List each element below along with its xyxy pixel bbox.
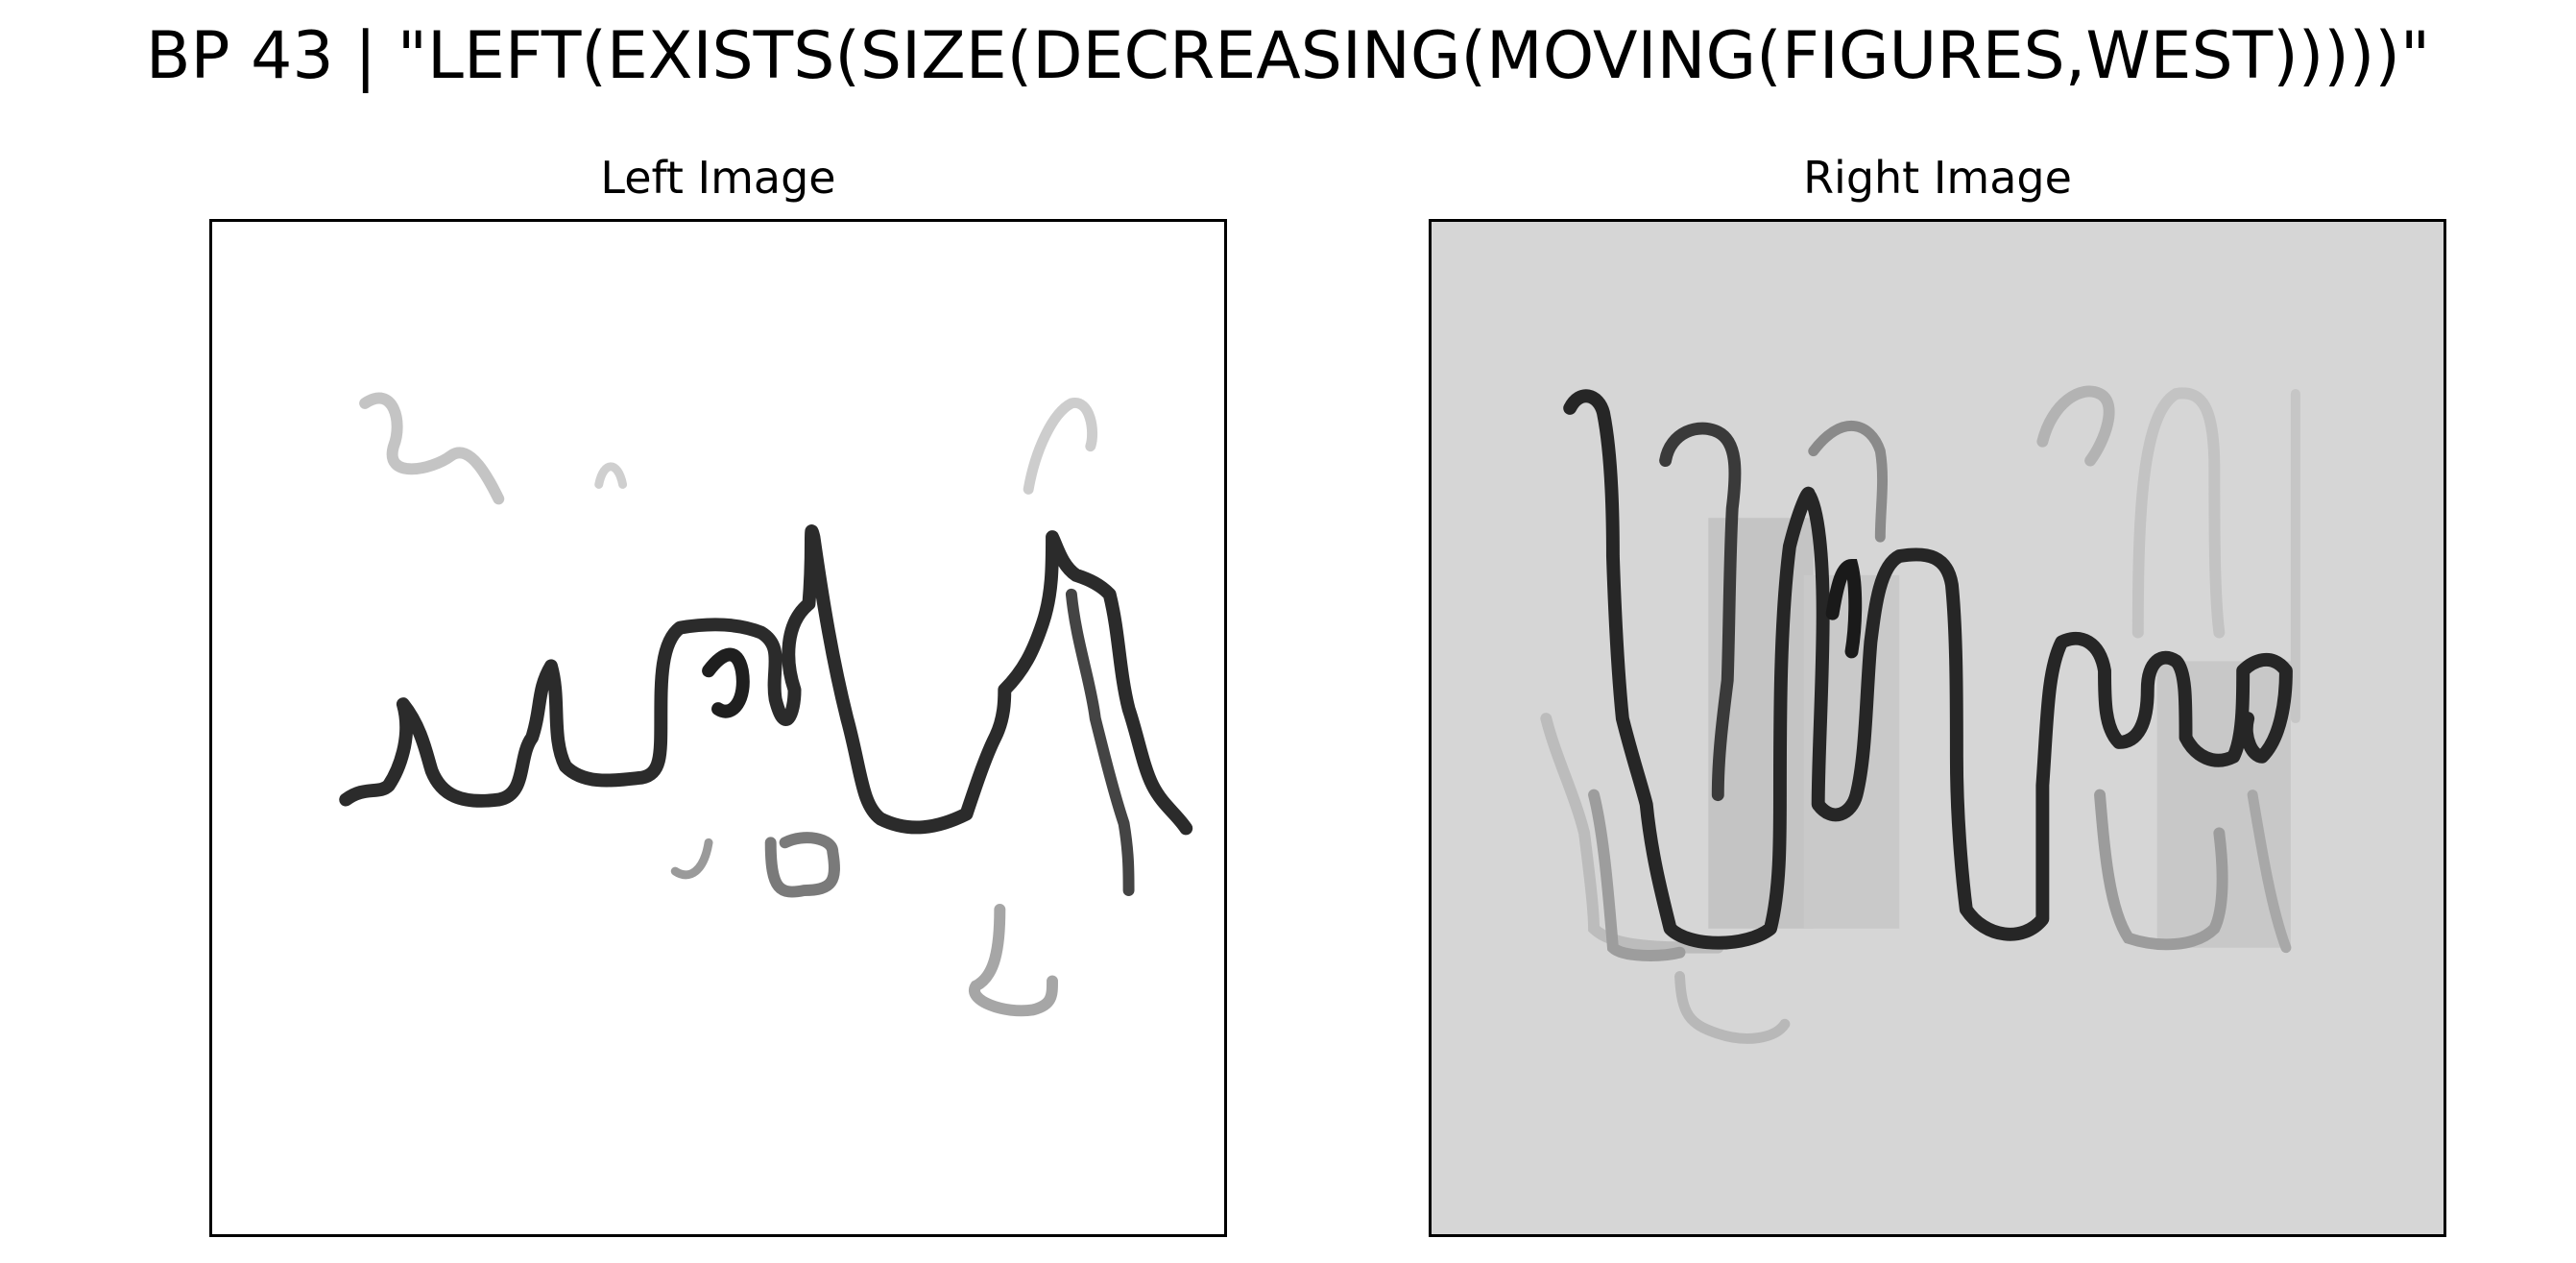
- right-faint-figure-2: [2036, 385, 2115, 467]
- right-panel-title: Right Image: [1803, 152, 2072, 204]
- left-main-figure-drop: [1065, 588, 1135, 897]
- right-faint-figure-3: [2131, 387, 2226, 639]
- right-echo-stroke-3: [2247, 789, 2292, 954]
- left-faint-hook-1: [670, 838, 713, 880]
- left-faint-squiggle-1: [359, 392, 505, 505]
- left-faint-tail: [969, 903, 1058, 1017]
- left-small-loop: [764, 832, 840, 898]
- left-faint-squiggle-2: [594, 462, 628, 489]
- right-image-drawing: [1540, 385, 2300, 1044]
- right-main-figure: [1563, 389, 2293, 950]
- left-panel-title: Left Image: [600, 152, 836, 204]
- right-image-panel: [1429, 219, 2446, 1237]
- right-main-figure-stem: [1659, 422, 1742, 802]
- right-echo-stroke-4: [1588, 789, 1686, 961]
- right-faint-figure-5: [1674, 971, 1791, 1044]
- left-main-figure-detail: [702, 647, 750, 718]
- right-main-figure-inner: [1825, 558, 1863, 659]
- left-image-drawing: [339, 392, 1193, 1017]
- left-faint-squiggle-3: [1023, 398, 1098, 495]
- right-faint-figure-1: [1540, 713, 1724, 954]
- left-main-figure: [339, 524, 1193, 836]
- left-image-panel: [209, 219, 1227, 1237]
- figure-title: BP 43 | "LEFT(EXISTS(SIZE(DECREASING(MOV…: [145, 18, 2431, 94]
- right-echo-stroke-1: [1808, 420, 1889, 543]
- right-echo-stroke-2: [2094, 789, 2228, 951]
